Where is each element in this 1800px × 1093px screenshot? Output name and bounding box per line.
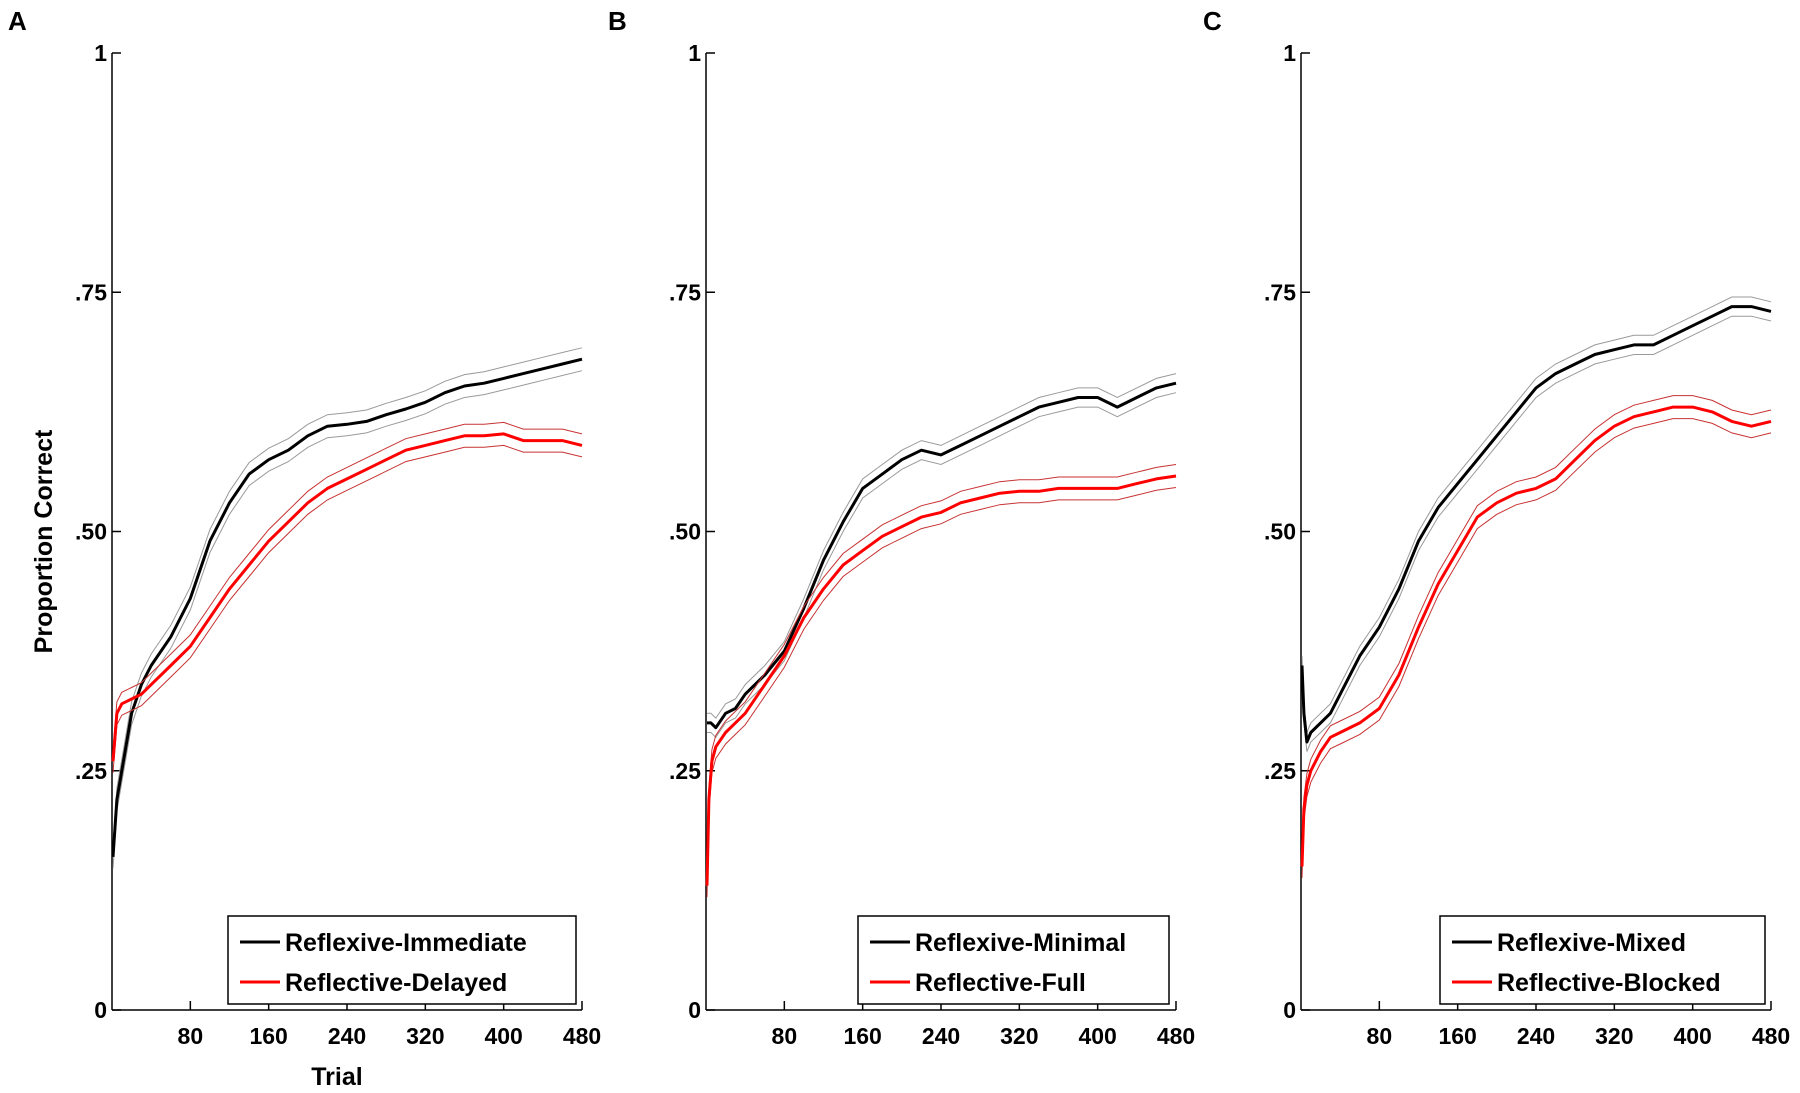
series-reflective-delayed <box>111 421 583 773</box>
legend-box <box>857 915 1170 1005</box>
x-tick-label: 160 <box>249 1023 287 1049</box>
series-reflective-blocked <box>1300 395 1772 878</box>
y-tick-label: 1 <box>1283 40 1296 66</box>
x-tick-label: 480 <box>1157 1023 1195 1049</box>
series-reflexive-minimal <box>707 373 1177 739</box>
legend: Reflexive-Immediate Reflective-Delayed <box>227 915 577 1005</box>
x-tick-label: 240 <box>1517 1023 1555 1049</box>
x-tick-label: 240 <box>328 1023 366 1049</box>
y-tick-label: 0 <box>688 997 701 1023</box>
x-tick-label: 400 <box>484 1023 522 1049</box>
series-upper-band <box>112 347 583 846</box>
y-tick-label: 1 <box>94 40 107 66</box>
x-tick-label: 240 <box>922 1023 960 1049</box>
x-tick-label: 160 <box>843 1023 881 1049</box>
y-tick-label: .75 <box>669 279 701 305</box>
series-reflexive-immediate <box>111 347 583 869</box>
series-lower-band <box>706 487 1177 898</box>
series-line <box>705 474 1177 886</box>
legend-entry: Reflective-Delayed <box>285 969 507 997</box>
legend-entry: Reflexive-Minimal <box>915 929 1126 957</box>
series-lower-band <box>112 370 583 869</box>
y-tick-label: 0 <box>1283 997 1296 1023</box>
legend: Reflexive-Mixed Reflective-Blocked <box>1439 915 1766 1005</box>
series-lower-band <box>707 392 1177 739</box>
series-lower-band <box>112 444 583 773</box>
series-line <box>1300 305 1772 744</box>
legend-entry: Reflective-Blocked <box>1497 969 1721 997</box>
y-tick-label: 0 <box>94 997 107 1023</box>
y-tick-label: .25 <box>669 758 701 784</box>
series-upper-band <box>112 421 583 750</box>
legend: Reflexive-Minimal Reflective-Full <box>857 915 1170 1005</box>
x-tick-label: 160 <box>1438 1023 1476 1049</box>
series-upper-band <box>1301 296 1772 733</box>
x-tick-label: 320 <box>1595 1023 1633 1049</box>
series-upper-band <box>1301 395 1772 856</box>
series-reflexive-mixed <box>1300 296 1772 752</box>
series-line <box>707 381 1177 730</box>
y-axis-label: Proportion Correct <box>30 429 58 653</box>
chart-panel-b: B 0 .25 .50 .75 1 80 160 240 320 400 480 Reflexive-M… <box>608 6 1195 1049</box>
x-tick-label: 400 <box>1673 1023 1711 1049</box>
series-line <box>111 357 583 858</box>
chart-panel-a: A 0 .25 .50 .75 1 80 160 240 320 400 480 Trial Propor… <box>8 6 601 1091</box>
x-tick-label: 80 <box>1367 1023 1393 1049</box>
y-tick-label: .75 <box>75 279 107 305</box>
y-tick-label: .25 <box>75 758 107 784</box>
chart-panel-c: C 0 .25 .50 .75 1 80 160 240 320 400 480 Reflexive-M… <box>1203 6 1790 1049</box>
x-tick-label: 80 <box>178 1023 204 1049</box>
legend-entry: Reflexive-Immediate <box>285 929 527 957</box>
panel-label: B <box>608 6 627 36</box>
y-tick-label: .75 <box>1264 279 1296 305</box>
series-reflective-full <box>705 464 1177 898</box>
y-tick-label: .50 <box>75 519 107 545</box>
legend-box <box>227 915 577 1005</box>
panel-label: A <box>8 6 27 36</box>
x-axis-label: Trial <box>311 1063 362 1091</box>
series-line <box>1300 405 1772 867</box>
legend-entry: Reflexive-Mixed <box>1497 929 1686 957</box>
x-tick-label: 320 <box>1000 1023 1038 1049</box>
y-tick-label: 1 <box>688 40 701 66</box>
series-lower-band <box>1301 418 1772 878</box>
x-tick-label: 400 <box>1078 1023 1116 1049</box>
series-upper-band <box>706 464 1177 875</box>
series-upper-band <box>707 373 1177 719</box>
x-tick-label: 320 <box>406 1023 444 1049</box>
x-tick-label: 480 <box>1752 1023 1790 1049</box>
legend-box <box>1439 915 1766 1005</box>
x-tick-label: 80 <box>772 1023 798 1049</box>
panel-label: C <box>1203 6 1222 36</box>
y-tick-label: .25 <box>1264 758 1296 784</box>
y-tick-label: .50 <box>669 519 701 545</box>
y-tick-label: .50 <box>1264 519 1296 545</box>
x-tick-label: 480 <box>563 1023 601 1049</box>
series-line <box>111 432 583 762</box>
series-lower-band <box>1301 315 1772 752</box>
legend-entry: Reflective-Full <box>915 969 1086 997</box>
